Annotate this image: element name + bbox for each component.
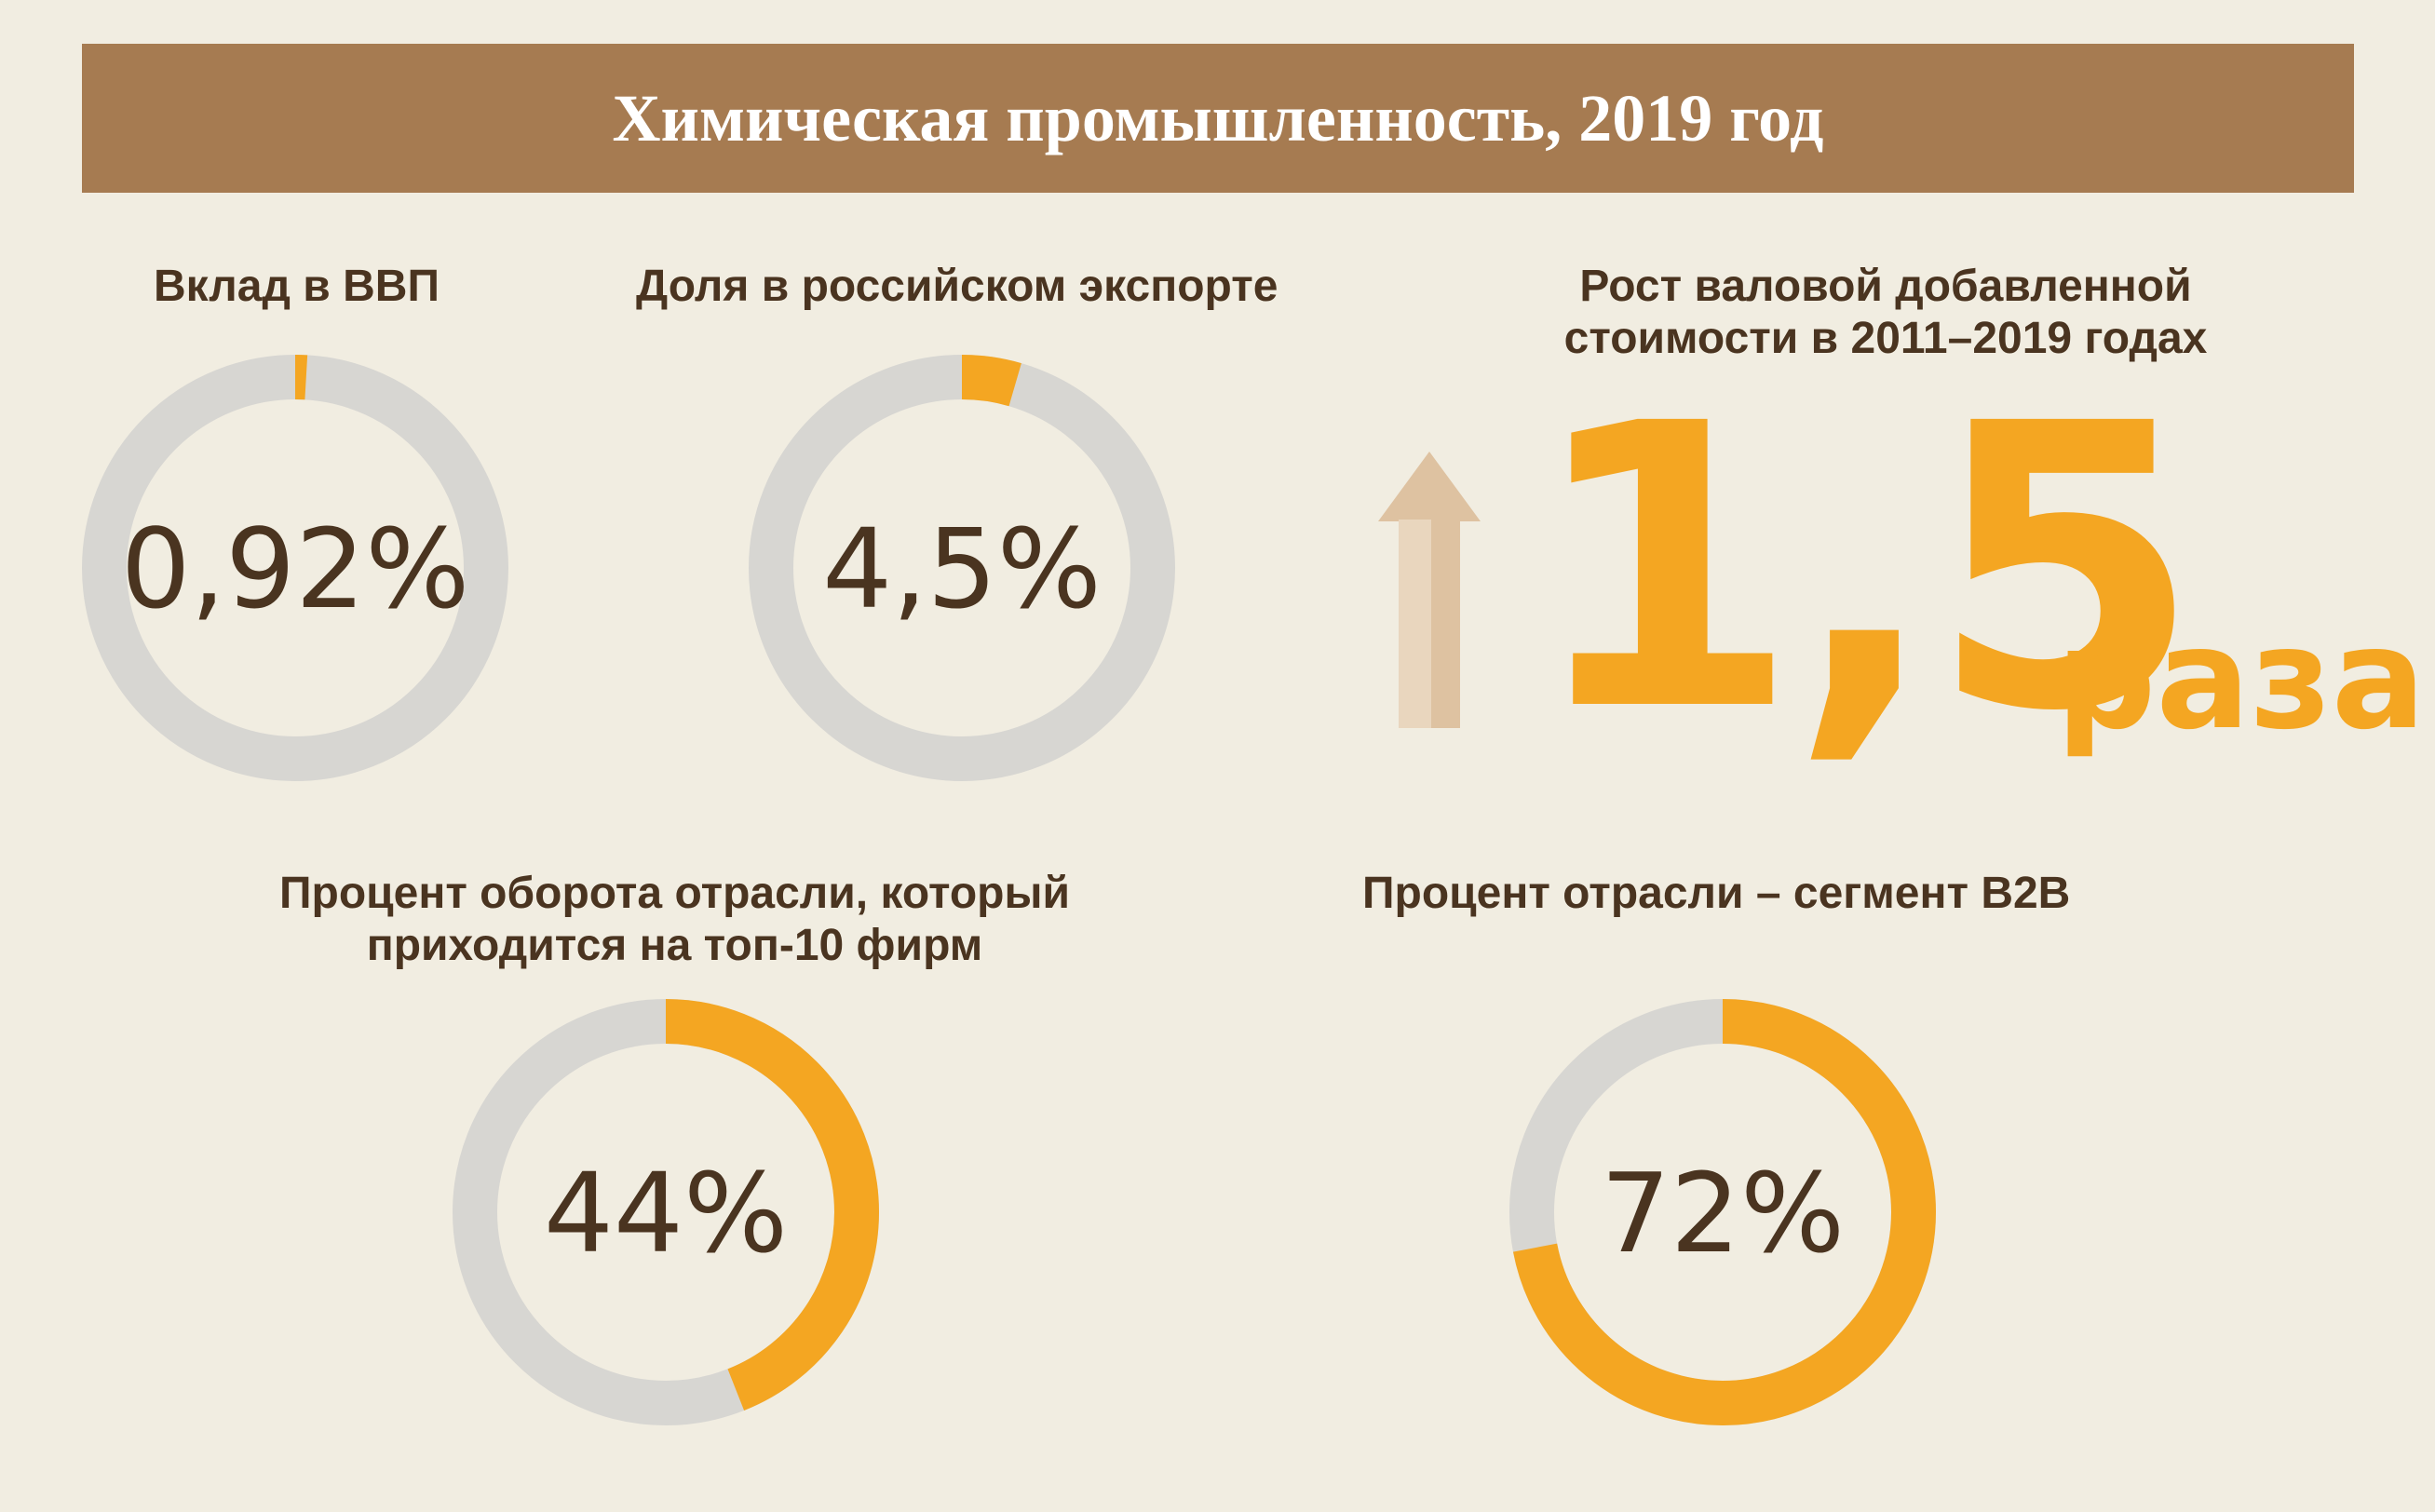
top10-label-line: Процент оборота отрасли, который <box>279 869 1070 918</box>
donut-value-arc <box>82 355 508 781</box>
top10-label-line: приходится на топ-10 фирм <box>366 921 983 970</box>
top10-donut: 44% <box>453 999 879 1425</box>
b2b-donut: 72% <box>1509 999 1936 1425</box>
gdp-label: Вклад в ВВП <box>154 262 440 311</box>
gdp-donut: 0,92% <box>82 355 508 781</box>
b2b-label: Процент отрасли – сегмент B2B <box>1362 869 2071 918</box>
donut-value: 72% <box>1601 1149 1845 1277</box>
export-label: Доля в российском экспорте <box>636 262 1278 311</box>
export-donut: 4,5% <box>749 355 1175 781</box>
donut-value: 0,92% <box>121 505 470 633</box>
title-banner: Химическая промышленность, 2019 год <box>82 44 2354 193</box>
growth-label: Рост валовой добавленной стоимости в 201… <box>1490 261 2281 365</box>
growth-number: 1,5 <box>1527 342 2201 797</box>
donut-value-arc <box>749 355 1175 781</box>
growth-unit: раза <box>2056 599 2426 761</box>
up-arrow-icon <box>1378 452 1481 728</box>
donut-value: 44% <box>544 1149 788 1277</box>
growth-label-line: стоимости в 2011–2019 годах <box>1563 314 2208 363</box>
growth-label-line: Рост валовой добавленной <box>1579 262 2192 311</box>
donut-value: 4,5% <box>822 505 1102 633</box>
top10-label: Процент оборота отрасли, который приходи… <box>279 868 1070 972</box>
donut-value-arc <box>453 999 879 1425</box>
page-title: Химическая промышленность, 2019 год <box>612 80 1824 155</box>
donut-value-arc <box>1509 999 1936 1425</box>
